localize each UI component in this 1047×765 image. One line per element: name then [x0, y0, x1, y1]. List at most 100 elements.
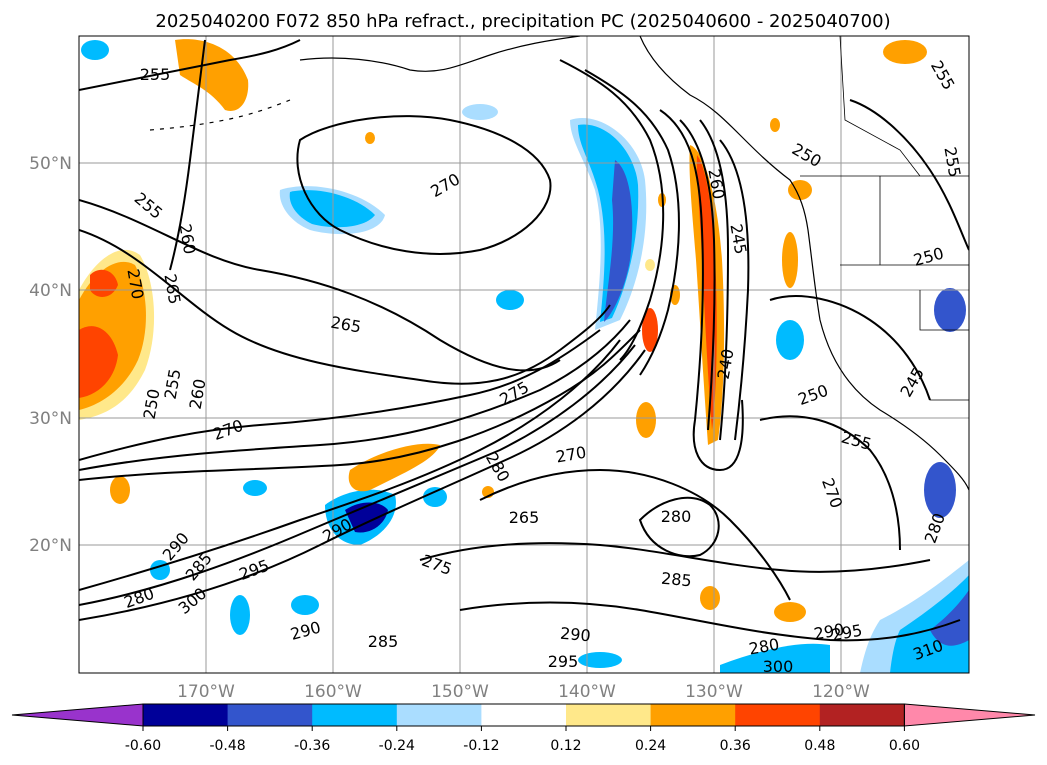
contour-23: [769, 295, 931, 401]
contour-16: [79, 39, 301, 91]
contour-label: 285: [368, 632, 399, 651]
lon-label-170w: 170°W: [177, 682, 235, 702]
colorbar-tick-label: -0.48: [209, 738, 245, 754]
precip-blob-17: [150, 560, 170, 580]
contour-9: [559, 59, 665, 361]
precip-blob-12: [291, 595, 319, 615]
state-borders: [800, 36, 969, 401]
precip-blob-14: [700, 586, 720, 610]
contour-18: [479, 468, 791, 601]
precip-blob-13: [774, 602, 806, 622]
colorbar-tick-label: -0.60: [125, 738, 161, 754]
colorbar-tick-label: 0.60: [889, 738, 920, 754]
precip-area-se-cyan: [890, 575, 969, 673]
lon-label-150w: 150°W: [431, 682, 489, 702]
contour-14: [719, 139, 750, 441]
colorbar-segment: [566, 704, 652, 726]
lon-label-130w: 130°W: [685, 682, 743, 702]
contour-24: [638, 496, 720, 558]
lat-label-20n: 20°N: [29, 536, 72, 556]
precip-area-south-cyan: [720, 643, 830, 673]
lon-label-140w: 140°W: [558, 682, 616, 702]
lat-tick-labels: 50°N 40°N 30°N 20°N: [29, 154, 72, 556]
precip-blob-7: [883, 40, 927, 64]
precip-blob-20: [81, 40, 109, 60]
map-panel: 255 270 260 255 265 270 265 255 260 250 …: [79, 36, 969, 676]
lat-label-30n: 30°N: [29, 409, 72, 429]
colorbar-extend-min: [11, 703, 144, 727]
contour-label: 265: [509, 508, 540, 527]
contour-15: [296, 115, 552, 255]
map-frame: [78, 35, 970, 674]
precip-area-central-cyan: [289, 190, 375, 228]
colorbar-segment: [312, 704, 398, 726]
contour-label: 300: [763, 657, 794, 676]
contour-8: [79, 349, 646, 621]
precip-blob-22: [365, 132, 375, 144]
contour-13: [699, 119, 730, 441]
contour-label: 280: [661, 507, 692, 526]
contour-2: [79, 229, 611, 385]
lon-label-160w: 160°W: [304, 682, 362, 702]
precip-blob-4: [636, 402, 656, 438]
precip-area-front-blue: [604, 160, 633, 322]
precip-blob-10: [110, 476, 130, 504]
coastline-aleutians: [149, 99, 291, 131]
precip-area-sw-orange: [348, 443, 440, 492]
colorbar-segment: [819, 704, 905, 726]
precip-area-north-orange: [175, 39, 249, 111]
border-state-3: [919, 290, 969, 331]
gridlines: [79, 36, 969, 673]
colorbar-tick-label: 0.36: [720, 738, 751, 754]
precip-blob-21: [770, 118, 780, 132]
refractivity-contours: [79, 39, 969, 642]
precip-area-west-red: [79, 326, 118, 398]
precip-blob-8: [934, 288, 966, 332]
contour-5: [79, 329, 641, 481]
contour-12: [679, 119, 716, 431]
colorbar: -0.60 -0.48 -0.36 -0.24 -0.12 0.12 0.24 0.36 0.4…: [11, 703, 1036, 754]
precip-blob-6: [776, 320, 804, 360]
precip-blob-3: [642, 308, 658, 352]
colorbar-outline: [142, 703, 905, 727]
contour-label: 290: [559, 624, 591, 646]
precip-blob-15: [578, 652, 622, 668]
contour-22: [849, 99, 969, 251]
lon-label-120w: 120°W: [812, 682, 870, 702]
colorbar-segment: [143, 704, 229, 726]
lat-label-40n: 40°N: [29, 281, 72, 301]
contour-10: [584, 69, 680, 376]
contour-label: 255: [140, 65, 171, 84]
colorbar-segment: [481, 704, 567, 726]
colorbar-tick-label: 0.48: [804, 738, 835, 754]
lat-label-50n: 50°N: [29, 154, 72, 174]
colorbar-segment: [735, 704, 821, 726]
colorbar-tick-label: -0.36: [294, 738, 330, 754]
contour-label: 285: [660, 569, 692, 591]
contour-17: [169, 39, 206, 271]
contour-21: [759, 415, 901, 551]
contour-11: [659, 109, 744, 472]
contour-7: [79, 344, 636, 606]
coastlines: [149, 36, 969, 491]
precip-blob-5: [782, 232, 798, 288]
colorbar-tick-label: 0.24: [635, 738, 666, 754]
precip-area-se-blue: [930, 590, 969, 646]
contour-3: [79, 329, 601, 461]
contour-6: [79, 339, 621, 591]
precip-blob-1: [496, 290, 524, 310]
contour-20: [459, 601, 961, 642]
precip-blob-18: [423, 487, 447, 507]
colorbar-segment: [227, 704, 313, 726]
precip-blob-11: [230, 595, 250, 635]
precip-blob-9: [924, 462, 956, 518]
contour-label: 295: [548, 652, 579, 671]
precip-blob-16: [788, 180, 812, 200]
coastline-na-west: [639, 36, 969, 491]
precip-blob-24: [645, 259, 655, 271]
contour-4: [79, 319, 631, 471]
lon-tick-labels: 170°W 160°W 150°W 140°W 130°W 120°W: [177, 682, 870, 702]
map-background: [79, 36, 969, 673]
colorbar-tick-label: -0.24: [379, 738, 415, 754]
